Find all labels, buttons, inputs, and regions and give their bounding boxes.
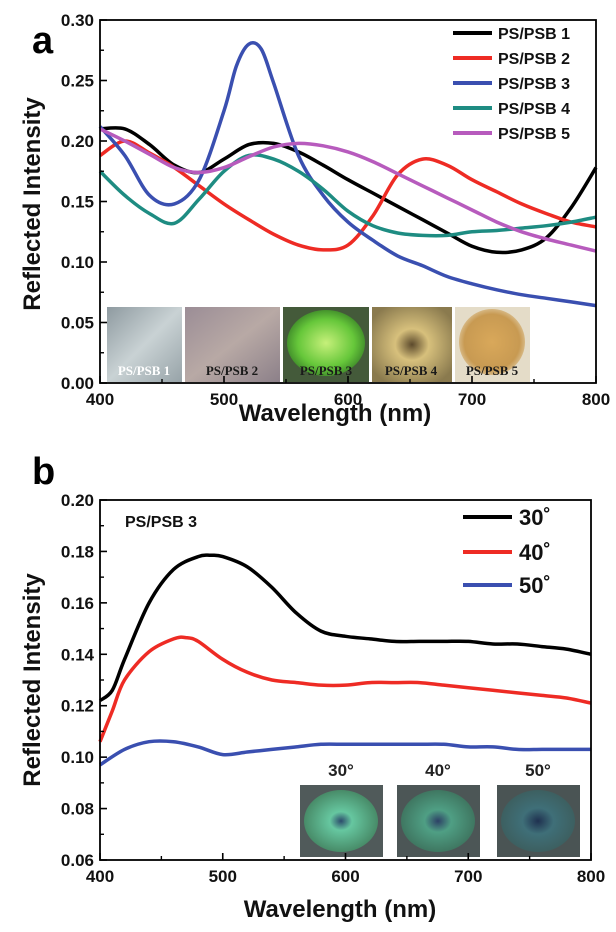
panel-b-xtick-label-500: 500: [209, 867, 237, 886]
panel-b-label: b: [32, 451, 55, 493]
inset-photo-psb2: [185, 307, 280, 382]
panel-b-xtick-label-400: 400: [86, 867, 114, 886]
panel-a-xtick-label-800: 800: [582, 390, 610, 409]
panel-a-series-ps-psb-3: [98, 41, 597, 308]
panel-b-ytick-label-0-16: 0.16: [61, 594, 94, 613]
legend-label-30deg: 30˚: [519, 505, 551, 530]
panel-b-plot: 400 500 600 700 800 0.06 0.08 0.10 0.12 0.14 0.16 0…: [61, 491, 605, 886]
inset-label-30deg: 30°: [328, 761, 354, 780]
panel-a-xtick-label-700: 700: [458, 390, 486, 409]
legend-label-psb1: PS/PSB 1: [498, 26, 570, 43]
panel-b-legend: 30˚ 40˚ 50˚: [463, 505, 551, 598]
inset-photo-psb3-sample: [287, 310, 365, 376]
panel-b-xtick-label-600: 600: [331, 867, 359, 886]
inset-photo-40deg-sample: [401, 790, 475, 852]
legend-label-psb2: PS/PSB 2: [498, 51, 570, 68]
panel-b-inset-photos: 30° 40° 50°: [300, 761, 580, 857]
legend-label-psb3: PS/PSB 3: [498, 76, 570, 93]
panel-a-series-ps-psb-1: [99, 126, 598, 255]
panel-a-ytick-label-0-25: 0.25: [61, 72, 94, 91]
inset-label-psb1: PS/PSB 1: [118, 363, 170, 378]
panel-b-ytick-label-0-18: 0.18: [61, 542, 94, 561]
legend-label-50deg: 50˚: [519, 573, 551, 598]
inset-photo-30deg-sample: [304, 790, 378, 852]
panel-a-series-ps-psb-5: [99, 127, 597, 253]
inset-label-psb4: PS/PSB 4: [385, 363, 438, 378]
panel-b-ytick-label-0-14: 0.14: [61, 645, 95, 664]
panel-a-inset-photos: PS/PSB 1 PS/PSB 2 PS/PSB 3 PS/PSB 4 PS/P…: [107, 307, 530, 382]
panel-b-series-30: [98, 553, 592, 703]
panel-b-ytick-label-0-20: 0.20: [61, 491, 94, 510]
inset-photo-psb5-sample: [459, 309, 525, 375]
panel-b-ylabel: Reflected Intensity: [19, 573, 46, 787]
panel-a-ytick-label-0-10: 0.10: [61, 253, 94, 272]
panel-b-series-40: [98, 635, 592, 743]
panel-a-ytick-label-0-30: 0.30: [61, 11, 94, 30]
panel-a-xtick-label-500: 500: [210, 390, 238, 409]
panel-a-xlabel: Wavelength (nm): [239, 400, 431, 427]
inset-label-50deg: 50°: [525, 761, 551, 780]
panel-b-annotation: PS/PSB 3: [125, 514, 197, 531]
panel-a-xtick-label-400: 400: [86, 390, 114, 409]
inset-label-40deg: 40°: [425, 761, 451, 780]
panel-b-ytick-label-0-10: 0.10: [61, 748, 94, 767]
panel-a-label: a: [32, 20, 54, 62]
legend-label-40deg: 40˚: [519, 540, 551, 565]
legend-label-psb5: PS/PSB 5: [498, 126, 570, 143]
panel-b-xlabel: Wavelength (nm): [244, 896, 436, 923]
panel-a-ytick-label-0-20: 0.20: [61, 132, 94, 151]
panel-b-ytick-label-0-12: 0.12: [61, 697, 94, 716]
legend-label-psb4: PS/PSB 4: [498, 101, 570, 118]
panel-a-plot: 400 500 600 700 800 0.00 0.05 0.10 0.15 0.20 0.25 0…: [61, 11, 610, 409]
panel-b-ytick-label-0-08: 0.08: [61, 800, 94, 819]
panel-b-ytick-label-0-06: 0.06: [61, 851, 94, 870]
inset-photo-50deg-sample: [501, 790, 575, 852]
panel-a-ytick-label-0-15: 0.15: [61, 193, 94, 212]
panel-b-xtick-label-800: 800: [577, 867, 605, 886]
panel-b-series-50: [99, 739, 591, 767]
panel-a-ylabel: Reflected Intensity: [19, 97, 46, 311]
inset-label-psb5: PS/PSB 5: [466, 363, 519, 378]
panel-a-ytick-label-0-00: 0.00: [61, 374, 94, 393]
panel-a-legend: PS/PSB 1 PS/PSB 2 PS/PSB 3 PS/PSB 4 PS/P…: [453, 26, 570, 143]
panel-a-series-ps-psb-2: [99, 139, 597, 252]
panel-a-ytick-label-0-05: 0.05: [61, 314, 94, 333]
inset-label-psb2: PS/PSB 2: [206, 363, 258, 378]
inset-label-psb3: PS/PSB 3: [300, 363, 353, 378]
inset-photo-psb4: [372, 307, 452, 382]
panel-a-xtick-label-600: 600: [334, 390, 362, 409]
panel-b-xtick-label-700: 700: [454, 867, 482, 886]
inset-photo-psb1: [107, 307, 182, 382]
